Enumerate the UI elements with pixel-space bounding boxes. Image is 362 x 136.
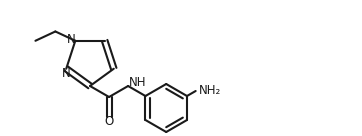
Text: NH: NH: [129, 76, 147, 89]
Text: NH₂: NH₂: [199, 84, 221, 97]
Text: N: N: [62, 67, 71, 80]
Text: O: O: [104, 115, 114, 128]
Text: N: N: [67, 33, 75, 46]
